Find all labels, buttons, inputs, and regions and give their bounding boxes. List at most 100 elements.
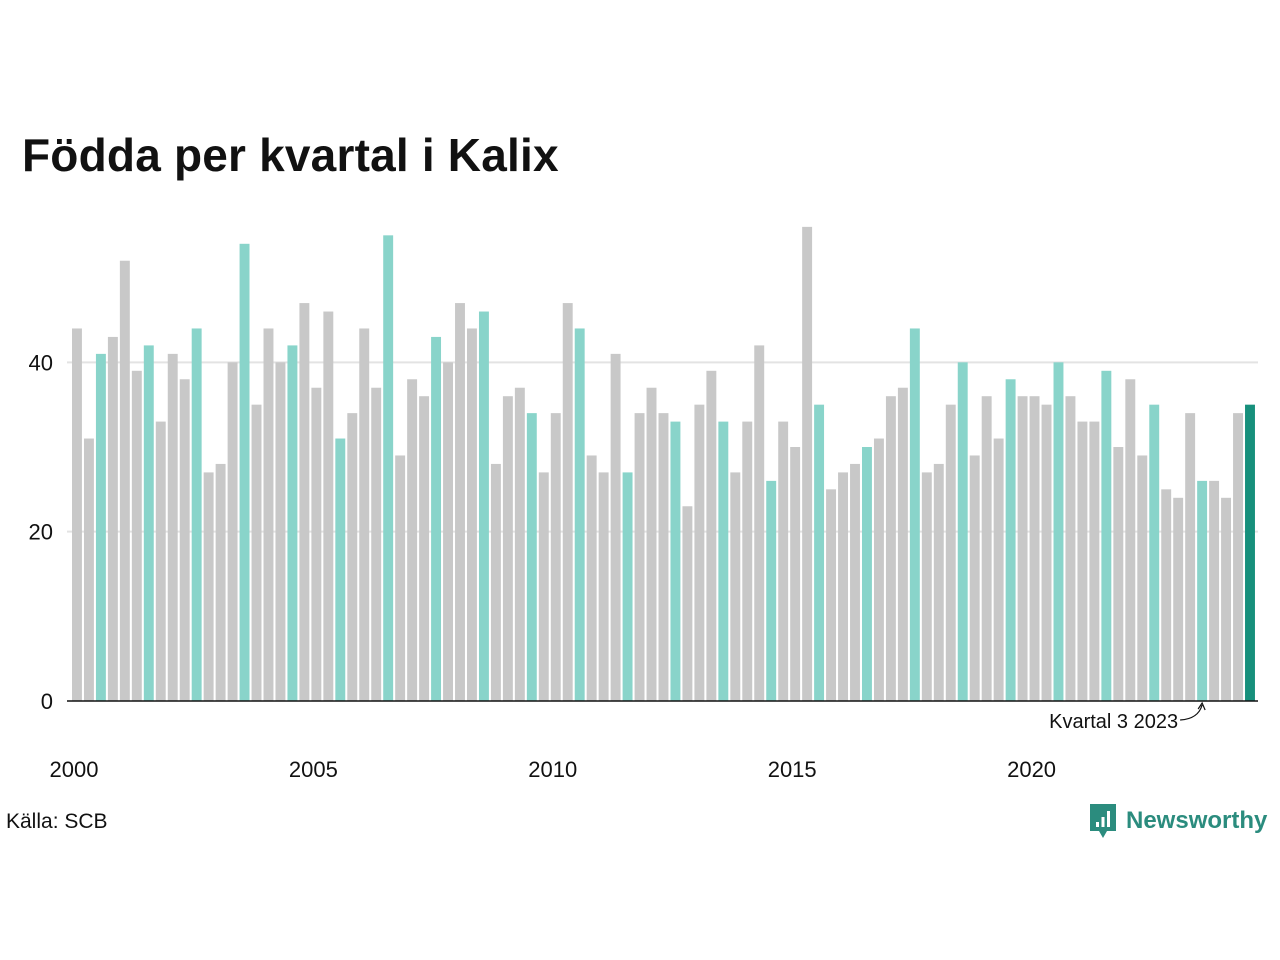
source-label: Källa: SCB (6, 810, 108, 833)
bar (1149, 404, 1160, 701)
bar (1005, 379, 1016, 701)
bar (1173, 497, 1184, 701)
bar (993, 438, 1004, 701)
bar (191, 328, 202, 701)
bar (718, 421, 729, 701)
bar (347, 413, 358, 701)
bar (1041, 404, 1052, 701)
bar (1089, 421, 1100, 701)
bar (1185, 413, 1196, 701)
bar (215, 463, 226, 701)
bar (610, 353, 621, 701)
y-tick-label: 40 (29, 350, 53, 375)
bar (1233, 413, 1243, 701)
bar (622, 472, 633, 701)
bar (119, 260, 130, 701)
bar (598, 472, 609, 701)
bar (646, 387, 657, 701)
bar (251, 404, 262, 701)
bar (754, 345, 765, 701)
bar (1197, 480, 1208, 701)
bar (933, 463, 944, 701)
bar (502, 396, 513, 701)
bar (179, 379, 190, 701)
x-tick-label: 2000 (50, 757, 99, 782)
bar (275, 362, 286, 701)
y-tick-label: 20 (29, 520, 53, 545)
bar (969, 455, 980, 701)
bar (694, 404, 705, 701)
brand-name: Newsworthy (1126, 807, 1268, 834)
bar (706, 370, 717, 701)
bar (1161, 489, 1172, 701)
x-tick-label: 2020 (1007, 757, 1056, 782)
bar (107, 336, 118, 701)
bar (850, 463, 860, 701)
bar (1065, 396, 1076, 701)
bar (72, 328, 82, 701)
x-tick-label: 2005 (289, 757, 338, 782)
x-tick-label: 2010 (528, 757, 577, 782)
bar (526, 413, 537, 701)
bar (443, 362, 453, 701)
y-tick-label: 0 (41, 689, 53, 714)
bar (873, 438, 884, 701)
bar (1017, 396, 1028, 701)
bar (634, 413, 645, 701)
bar (431, 336, 442, 701)
bar (131, 370, 142, 701)
bar (814, 404, 825, 701)
bar (562, 303, 573, 701)
bar (455, 303, 465, 701)
annotation-arrow (1180, 704, 1203, 721)
bar (395, 455, 406, 701)
bar (299, 303, 310, 701)
bar (514, 387, 525, 701)
bar (1221, 497, 1232, 701)
bar (538, 472, 549, 701)
bar (1077, 421, 1088, 701)
bar (1209, 480, 1220, 701)
bar (1029, 396, 1040, 701)
newsworthy-logo[interactable]: Newsworthy (1088, 802, 1267, 840)
bar (383, 235, 394, 701)
bar (467, 328, 477, 701)
bar (862, 447, 872, 701)
bar (1053, 362, 1064, 701)
bar (778, 421, 789, 701)
bar (371, 387, 382, 701)
chart-title: Födda per kvartal i Kalix (22, 129, 559, 181)
bar (909, 328, 920, 701)
bar (83, 438, 94, 701)
bar (1113, 447, 1124, 701)
bar (921, 472, 932, 701)
bar (287, 345, 298, 701)
bar (95, 353, 106, 701)
bar (143, 345, 154, 701)
bar (682, 506, 693, 701)
bar (490, 463, 501, 701)
bar (263, 328, 274, 701)
bar (790, 447, 801, 701)
bar (1245, 404, 1255, 701)
bar (981, 396, 992, 701)
bar (311, 387, 322, 701)
bar (203, 472, 214, 701)
bar (802, 226, 813, 701)
bar (335, 438, 346, 701)
bar (359, 328, 370, 701)
bar (1125, 379, 1136, 701)
bar (574, 328, 585, 701)
bar (957, 362, 968, 701)
newsworthy-logo-icon (1090, 804, 1116, 838)
bar (478, 311, 489, 701)
bar (1101, 370, 1112, 701)
bar-chart: 0 20 40 2000 2005 2010 2015 2020 Kvartal 3 2023 (29, 226, 1258, 782)
bar (323, 311, 334, 701)
bar (227, 362, 238, 701)
bar (550, 413, 561, 701)
bar (658, 413, 669, 701)
bar (826, 489, 837, 701)
bar (586, 455, 597, 701)
bar (730, 472, 741, 701)
